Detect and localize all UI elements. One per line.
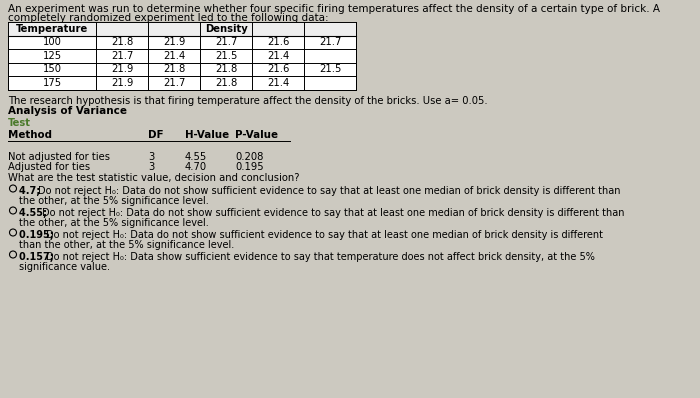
Text: 21.5: 21.5: [215, 51, 237, 61]
Text: 4.7;: 4.7;: [19, 185, 43, 195]
Text: 4.70: 4.70: [185, 162, 207, 172]
Text: 21.6: 21.6: [267, 37, 289, 47]
Text: 21.9: 21.9: [111, 64, 133, 74]
Text: Density: Density: [204, 24, 247, 34]
Text: the other, at the 5% significance level.: the other, at the 5% significance level.: [19, 217, 209, 228]
Text: Adjusted for ties: Adjusted for ties: [8, 162, 90, 172]
Text: H-Value: H-Value: [185, 131, 229, 140]
Text: P-Value: P-Value: [235, 131, 278, 140]
Text: 21.4: 21.4: [163, 51, 185, 61]
Text: 21.8: 21.8: [215, 64, 237, 74]
Text: 3: 3: [148, 152, 154, 162]
Text: 4.55;: 4.55;: [19, 207, 50, 217]
Text: Temperature: Temperature: [16, 24, 88, 34]
Text: An experiment was run to determine whether four specific firing temperatures aff: An experiment was run to determine wheth…: [8, 4, 660, 14]
Text: the other, at the 5% significance level.: the other, at the 5% significance level.: [19, 195, 209, 205]
Text: 125: 125: [43, 51, 62, 61]
Text: 3: 3: [148, 162, 154, 172]
Text: than the other, at the 5% significance level.: than the other, at the 5% significance l…: [19, 240, 234, 250]
Text: What are the test statistic value, decision and conclusion?: What are the test statistic value, decis…: [8, 174, 300, 183]
Text: Not adjusted for ties: Not adjusted for ties: [8, 152, 110, 162]
Text: Do not reject H₀: Data do not show sufficient evidence to say that at least one : Do not reject H₀: Data do not show suffi…: [38, 185, 621, 195]
Text: 21.4: 21.4: [267, 51, 289, 61]
Text: 4.55: 4.55: [185, 152, 207, 162]
Text: significance value.: significance value.: [19, 261, 110, 271]
Text: 21.8: 21.8: [163, 64, 185, 74]
Text: 21.4: 21.4: [267, 78, 289, 88]
Text: 21.7: 21.7: [111, 51, 133, 61]
Text: 150: 150: [43, 64, 62, 74]
Text: 21.8: 21.8: [111, 37, 133, 47]
Text: Method: Method: [8, 131, 52, 140]
Text: 21.7: 21.7: [163, 78, 186, 88]
Text: Analysis of Variance: Analysis of Variance: [8, 107, 127, 117]
Text: 0.157;: 0.157;: [19, 252, 57, 261]
Text: Test: Test: [8, 117, 31, 127]
Text: Do not reject H₀: Data do not show sufficient evidence to say that at least one : Do not reject H₀: Data do not show suffi…: [42, 207, 624, 217]
Text: 100: 100: [43, 37, 62, 47]
Text: 21.8: 21.8: [215, 78, 237, 88]
Text: 175: 175: [43, 78, 62, 88]
Text: Do not reject H₀: Data show sufficient evidence to say that temperature does not: Do not reject H₀: Data show sufficient e…: [46, 252, 595, 261]
Bar: [8, 22, 356, 90]
Text: 21.6: 21.6: [267, 64, 289, 74]
Text: 21.5: 21.5: [318, 64, 341, 74]
Bar: [8, 22, 356, 35]
Text: 0.195;: 0.195;: [19, 230, 57, 240]
Text: 0.195: 0.195: [235, 162, 264, 172]
Text: 21.7: 21.7: [318, 37, 341, 47]
Text: completely randomized experiment led to the following data:: completely randomized experiment led to …: [8, 13, 328, 23]
Text: 21.7: 21.7: [215, 37, 237, 47]
Text: DF: DF: [148, 131, 164, 140]
Text: The research hypothesis is that firing temperature affect the density of the bri: The research hypothesis is that firing t…: [8, 96, 488, 105]
Text: 21.9: 21.9: [163, 37, 186, 47]
Text: 21.9: 21.9: [111, 78, 133, 88]
Text: 0.208: 0.208: [235, 152, 263, 162]
Text: Do not reject H₀: Data do not show sufficient evidence to say that at least one : Do not reject H₀: Data do not show suffi…: [46, 230, 603, 240]
